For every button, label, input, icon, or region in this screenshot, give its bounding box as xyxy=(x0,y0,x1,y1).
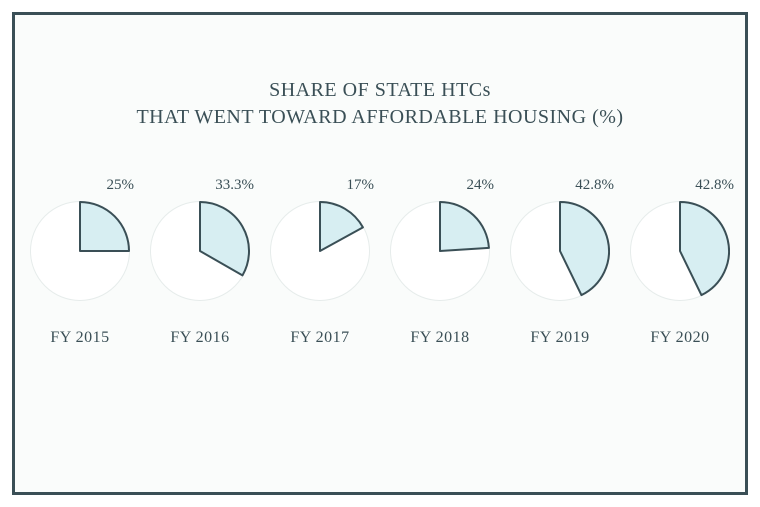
pie-percent-label: 33.3% xyxy=(215,177,254,194)
pie-chart-icon xyxy=(390,201,490,301)
pie-chart-icon xyxy=(630,201,730,301)
pie-wrap: 33.3% xyxy=(150,201,250,301)
pie-chart-icon xyxy=(30,201,130,301)
pie-cell: 33.3% FY 2016 xyxy=(147,201,253,347)
pie-fy-label: FY 2020 xyxy=(650,329,709,347)
pie-wrap: 42.8% xyxy=(510,201,610,301)
title-line-1: SHARE OF STATE HTCs xyxy=(136,77,623,104)
pie-percent-label: 42.8% xyxy=(575,177,614,194)
pie-chart-icon xyxy=(270,201,370,301)
pie-chart-icon xyxy=(510,201,610,301)
pie-cell: 17% FY 2017 xyxy=(267,201,373,347)
title-line-2: THAT WENT TOWARD AFFORDABLE HOUSING (%) xyxy=(136,104,623,131)
pie-fy-label: FY 2015 xyxy=(50,329,109,347)
chart-title: SHARE OF STATE HTCs THAT WENT TOWARD AFF… xyxy=(136,77,623,131)
pie-percent-label: 42.8% xyxy=(695,177,734,194)
pie-chart-icon xyxy=(150,201,250,301)
pie-cell: 42.8% FY 2020 xyxy=(627,201,733,347)
pie-wrap: 42.8% xyxy=(630,201,730,301)
pie-cell: 25% FY 2015 xyxy=(27,201,133,347)
pie-wrap: 17% xyxy=(270,201,370,301)
pie-wrap: 24% xyxy=(390,201,490,301)
pie-fy-label: FY 2016 xyxy=(170,329,229,347)
pie-row: 25% FY 2015 33.3% FY 2016 17% FY 2017 24% FY 20… xyxy=(27,201,733,347)
pie-wrap: 25% xyxy=(30,201,130,301)
pie-fy-label: FY 2018 xyxy=(410,329,469,347)
pie-percent-label: 17% xyxy=(347,177,375,194)
chart-frame: SHARE OF STATE HTCs THAT WENT TOWARD AFF… xyxy=(12,12,748,495)
pie-cell: 24% FY 2018 xyxy=(387,201,493,347)
pie-percent-label: 24% xyxy=(467,177,495,194)
pie-fy-label: FY 2017 xyxy=(290,329,349,347)
pie-cell: 42.8% FY 2019 xyxy=(507,201,613,347)
pie-percent-label: 25% xyxy=(107,177,135,194)
pie-fy-label: FY 2019 xyxy=(530,329,589,347)
